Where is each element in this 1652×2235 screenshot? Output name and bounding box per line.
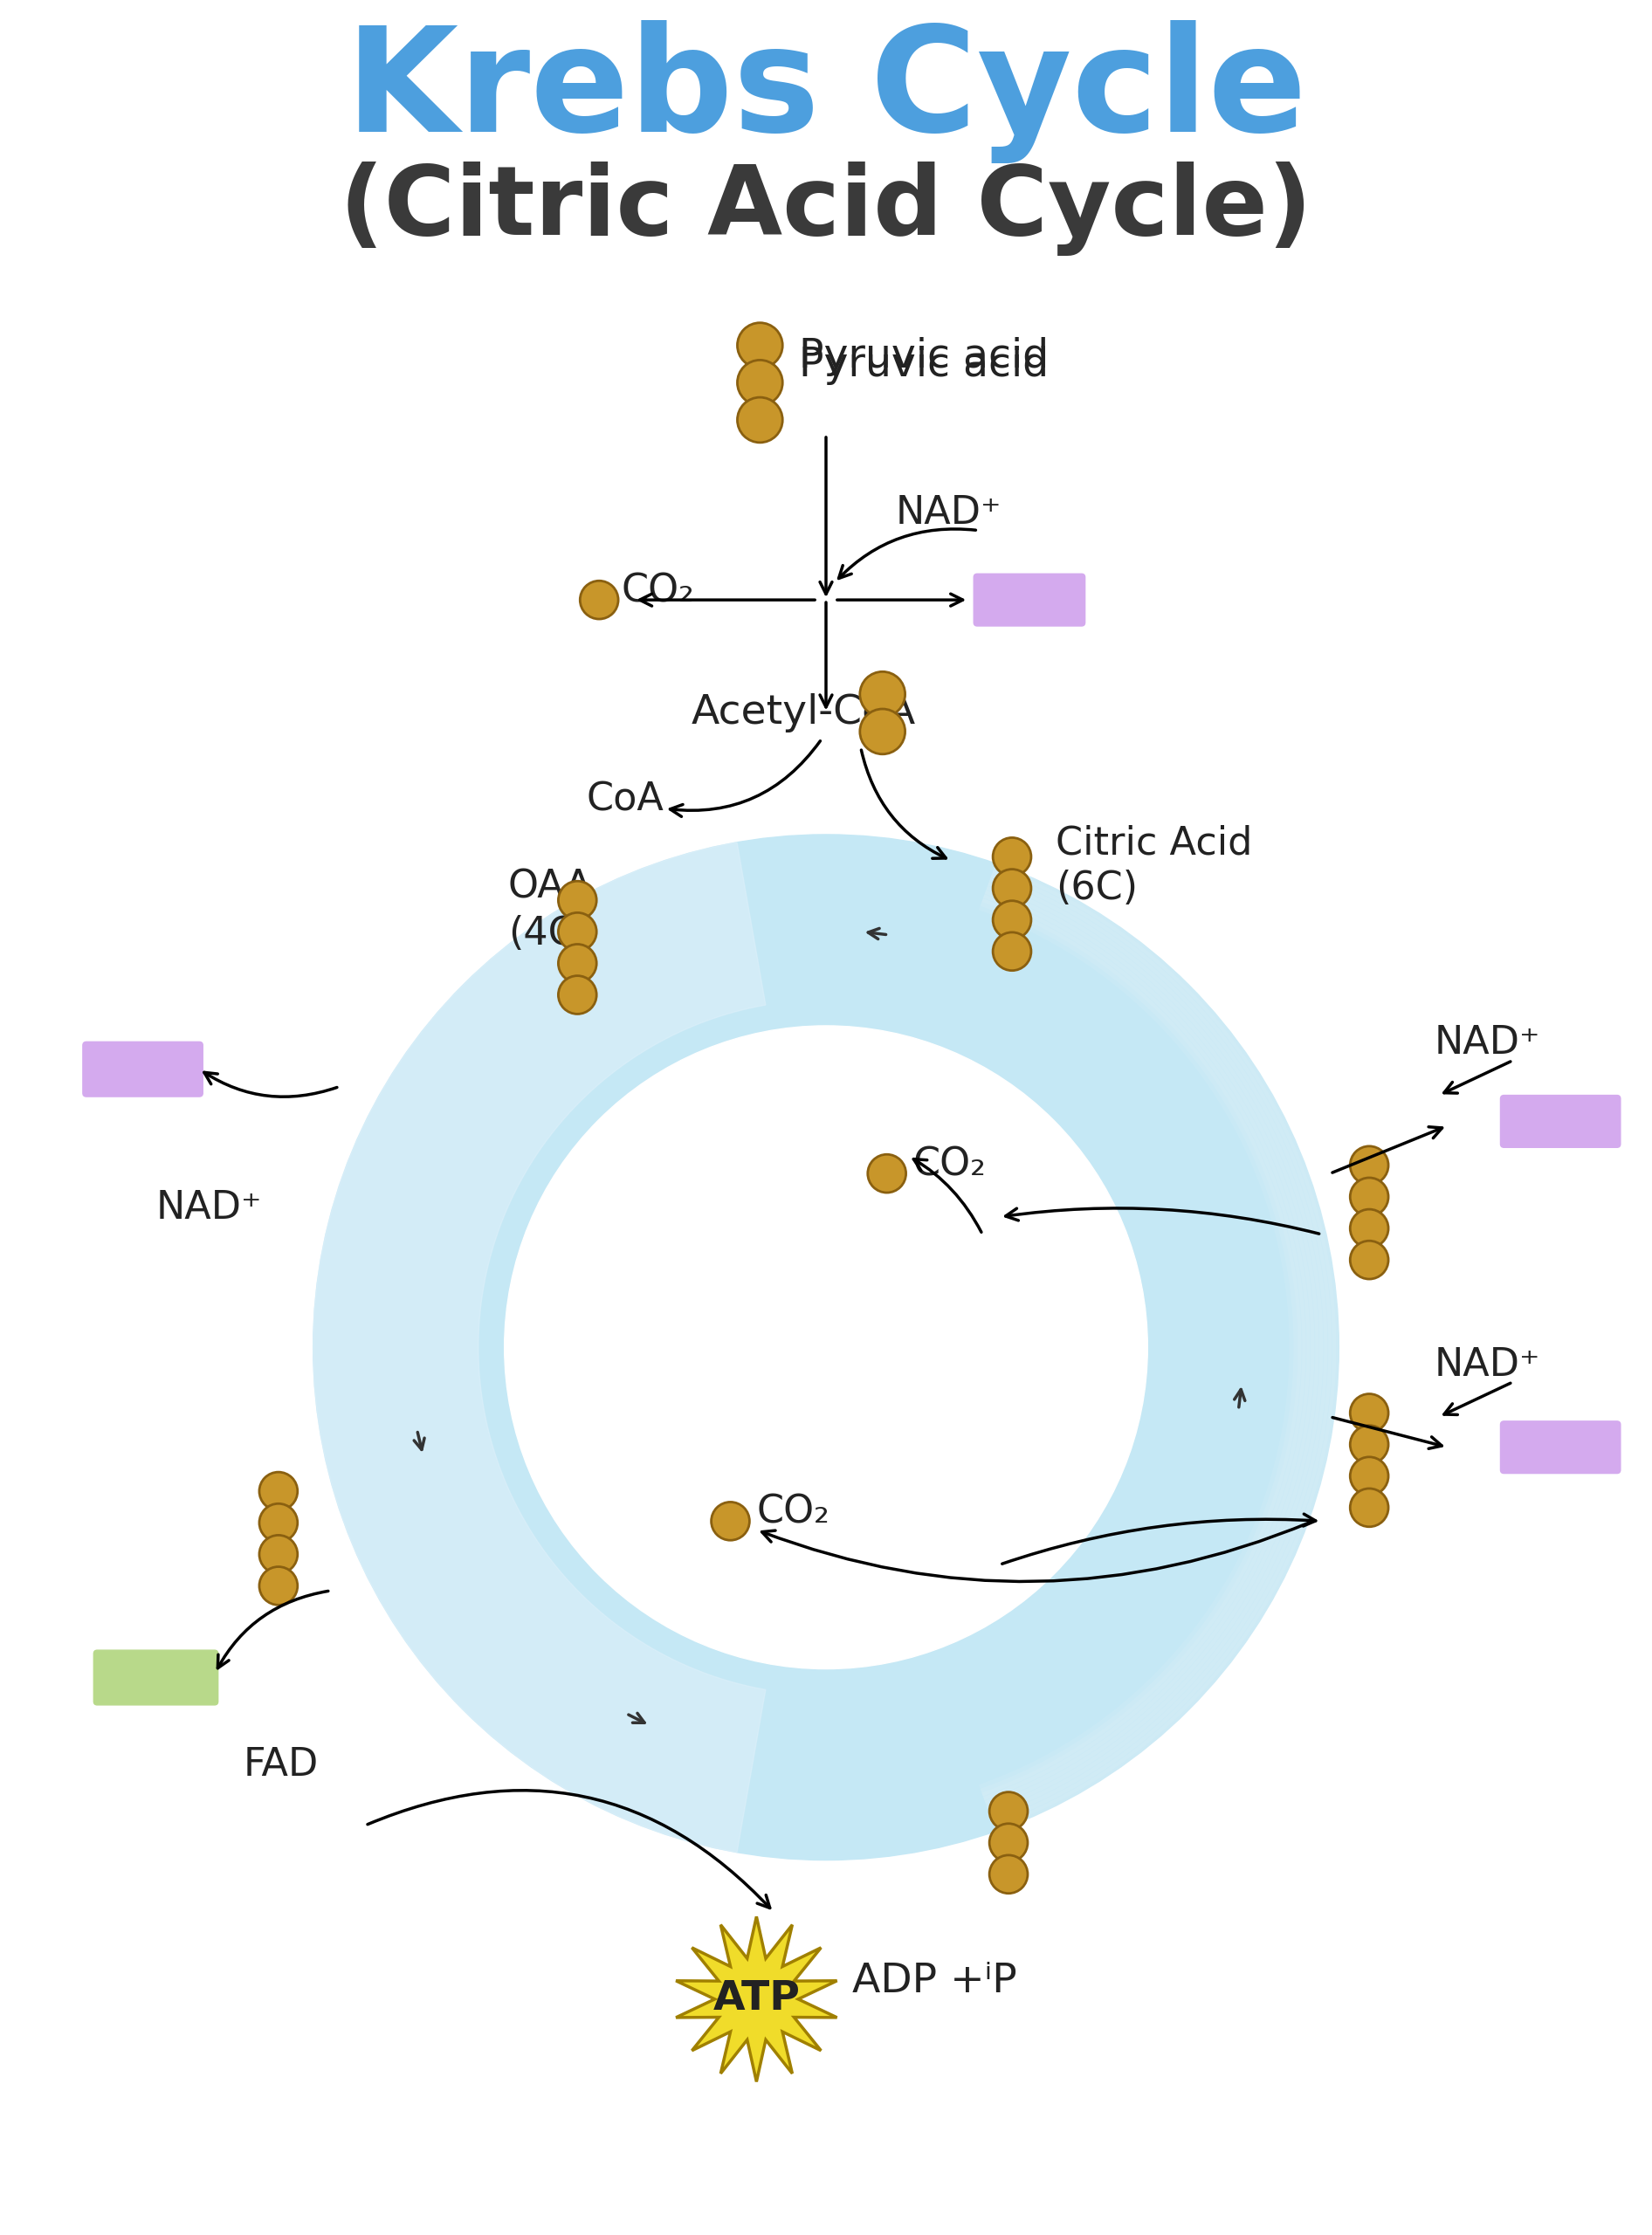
- Circle shape: [1350, 1426, 1388, 1464]
- Circle shape: [990, 1855, 1028, 1893]
- Circle shape: [580, 581, 618, 619]
- Circle shape: [993, 932, 1031, 970]
- Circle shape: [504, 1026, 1148, 1670]
- Text: NADH: NADH: [86, 1050, 200, 1088]
- FancyBboxPatch shape: [973, 574, 1085, 626]
- Circle shape: [558, 881, 596, 919]
- Circle shape: [712, 1502, 750, 1540]
- Circle shape: [259, 1535, 297, 1573]
- Circle shape: [1350, 1178, 1388, 1216]
- Circle shape: [737, 398, 783, 443]
- Circle shape: [993, 838, 1031, 876]
- Circle shape: [861, 673, 905, 717]
- Circle shape: [737, 322, 783, 369]
- Text: (Citric Acid Cycle): (Citric Acid Cycle): [340, 161, 1312, 257]
- Text: Pyruvic acid: Pyruvic acid: [800, 337, 1049, 375]
- Circle shape: [867, 1155, 905, 1193]
- Text: Pyruvic acid: Pyruvic acid: [800, 346, 1049, 384]
- Text: NAD⁺: NAD⁺: [895, 494, 1001, 532]
- Text: (4C): (4C): [507, 914, 590, 952]
- Text: NAD⁺: NAD⁺: [155, 1189, 263, 1227]
- Text: CO₂: CO₂: [621, 572, 694, 610]
- Text: Krebs Cycle: Krebs Cycle: [345, 20, 1307, 163]
- Text: OAA: OAA: [507, 867, 591, 905]
- Circle shape: [993, 901, 1031, 939]
- Circle shape: [259, 1473, 297, 1511]
- Text: Acetyl-CoA: Acetyl-CoA: [691, 693, 915, 733]
- Text: CO₂: CO₂: [914, 1147, 986, 1185]
- Text: Citric Acid: Citric Acid: [1056, 825, 1252, 863]
- Circle shape: [861, 708, 905, 753]
- FancyBboxPatch shape: [94, 1649, 218, 1705]
- Text: NADH: NADH: [971, 581, 1087, 619]
- Circle shape: [1350, 1147, 1388, 1185]
- Circle shape: [1350, 1489, 1388, 1527]
- Circle shape: [1350, 1457, 1388, 1495]
- Text: FAD: FAD: [243, 1746, 319, 1784]
- Circle shape: [990, 1792, 1028, 1830]
- Circle shape: [558, 943, 596, 983]
- FancyBboxPatch shape: [83, 1042, 203, 1097]
- Circle shape: [990, 1824, 1028, 1862]
- Circle shape: [558, 912, 596, 950]
- FancyBboxPatch shape: [1500, 1095, 1621, 1147]
- Text: (6C): (6C): [1056, 869, 1138, 907]
- Circle shape: [737, 360, 783, 405]
- Polygon shape: [314, 843, 765, 1853]
- Text: NADH: NADH: [1503, 1428, 1617, 1466]
- Text: ADP +ⁱP: ADP +ⁱP: [852, 1962, 1018, 2000]
- Circle shape: [1350, 1209, 1388, 1247]
- Circle shape: [314, 834, 1338, 1860]
- Polygon shape: [676, 1918, 838, 2081]
- FancyBboxPatch shape: [1500, 1421, 1621, 1473]
- Circle shape: [993, 869, 1031, 907]
- Text: ATP: ATP: [712, 1980, 800, 2018]
- Text: NAD⁺: NAD⁺: [1434, 1024, 1541, 1062]
- Text: FADH₂: FADH₂: [96, 1658, 216, 1696]
- Circle shape: [259, 1504, 297, 1542]
- Circle shape: [558, 977, 596, 1015]
- Text: NAD⁺: NAD⁺: [1434, 1345, 1541, 1383]
- Text: NADH: NADH: [1503, 1102, 1617, 1140]
- Text: CO₂: CO₂: [757, 1493, 829, 1531]
- Circle shape: [259, 1567, 297, 1605]
- Circle shape: [1350, 1240, 1388, 1278]
- Text: CoA: CoA: [586, 780, 664, 818]
- Circle shape: [1350, 1395, 1388, 1433]
